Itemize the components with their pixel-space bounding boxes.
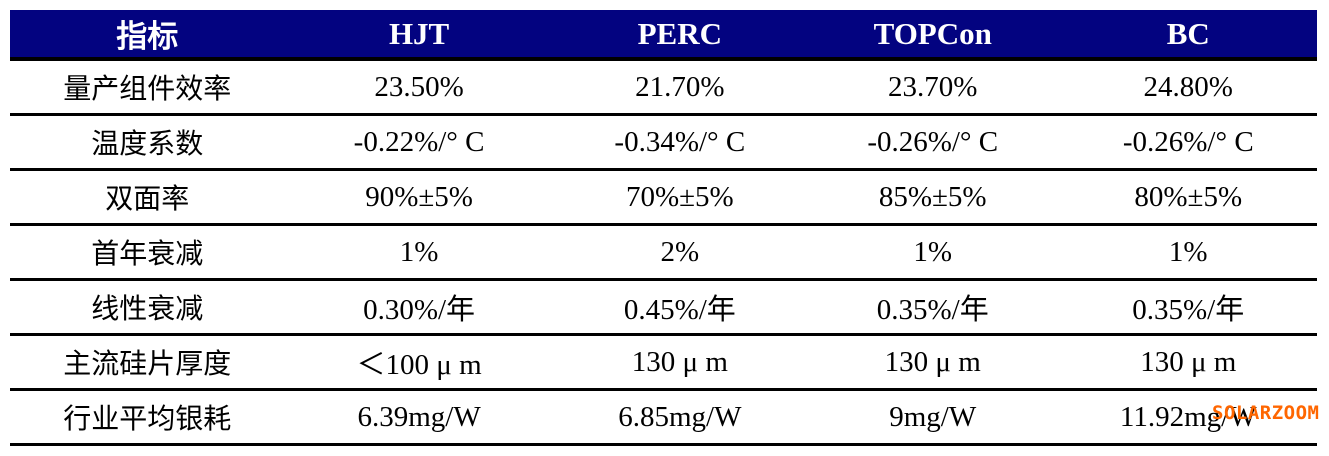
table-cell: 80%±5% [1059,169,1317,226]
table-cell: 0.35%/年 [1059,279,1317,336]
table-cell: 90%±5% [284,169,554,226]
table-cell: 9mg/W [805,389,1060,446]
table-cell: -0.26%/° C [805,114,1060,171]
table-cell: 24.80% [1059,59,1317,116]
table-row-linear-degradation: 线性衰减 0.30%/年 0.45%/年 0.35%/年 0.35%/年 [10,279,1317,336]
table-header: 指标 HJT PERC TOPCon BC [10,10,1317,61]
header-row: 指标 HJT PERC TOPCon BC [10,10,1317,61]
table-row-first-year-degradation: 首年衰减 1% 2% 1% 1% [10,224,1317,281]
table-cell: 0.30%/年 [284,279,554,336]
table-cell: 1% [805,224,1060,281]
row-label: 主流硅片厚度 [10,334,285,391]
column-header-perc: PERC [553,10,806,61]
table-row-bifaciality: 双面率 90%±5% 70%±5% 85%±5% 80%±5% [10,169,1317,226]
table-cell: 85%±5% [805,169,1060,226]
table-cell: 130 μ m [805,334,1060,391]
table-cell: 0.45%/年 [553,279,806,336]
table-cell: 2% [553,224,806,281]
comparison-table-container: 指标 HJT PERC TOPCon BC 量产组件效率 23.50% 21.7… [10,10,1317,446]
column-header-indicator: 指标 [10,10,285,61]
table-cell: 23.50% [284,59,554,116]
table-row-wafer-thickness: 主流硅片厚度 ＜100 μ m 130 μ m 130 μ m 130 μ m [10,334,1317,391]
table-cell: 11.92mg/W [1059,389,1317,446]
table-row-silver-consumption: 行业平均银耗 6.39mg/W 6.85mg/W 9mg/W 11.92mg/W [10,389,1317,446]
solar-tech-comparison-table: 指标 HJT PERC TOPCon BC 量产组件效率 23.50% 21.7… [10,10,1317,446]
table-cell: 1% [1059,224,1317,281]
row-label: 量产组件效率 [10,59,285,116]
table-cell: 70%±5% [553,169,806,226]
table-cell: 1% [284,224,554,281]
table-cell: -0.26%/° C [1059,114,1317,171]
row-label: 温度系数 [10,114,285,171]
table-cell: 0.35%/年 [805,279,1060,336]
row-label: 双面率 [10,169,285,226]
table-cell: 23.70% [805,59,1060,116]
table-cell: 130 μ m [1059,334,1317,391]
table-cell: -0.22%/° C [284,114,554,171]
column-header-bc: BC [1059,10,1317,61]
table-cell: -0.34%/° C [553,114,806,171]
table-body: 量产组件效率 23.50% 21.70% 23.70% 24.80% 温度系数 … [10,59,1317,446]
row-label: 行业平均银耗 [10,389,285,446]
table-cell: ＜100 μ m [284,334,554,391]
table-cell: 6.39mg/W [284,389,554,446]
table-cell: 21.70% [553,59,806,116]
column-header-topcon: TOPCon [805,10,1060,61]
table-cell: 6.85mg/W [553,389,806,446]
table-row-temp-coefficient: 温度系数 -0.22%/° C -0.34%/° C -0.26%/° C -0… [10,114,1317,171]
row-label: 线性衰减 [10,279,285,336]
table-row-efficiency: 量产组件效率 23.50% 21.70% 23.70% 24.80% [10,59,1317,116]
row-label: 首年衰减 [10,224,285,281]
column-header-hjt: HJT [284,10,554,61]
table-cell: 130 μ m [553,334,806,391]
